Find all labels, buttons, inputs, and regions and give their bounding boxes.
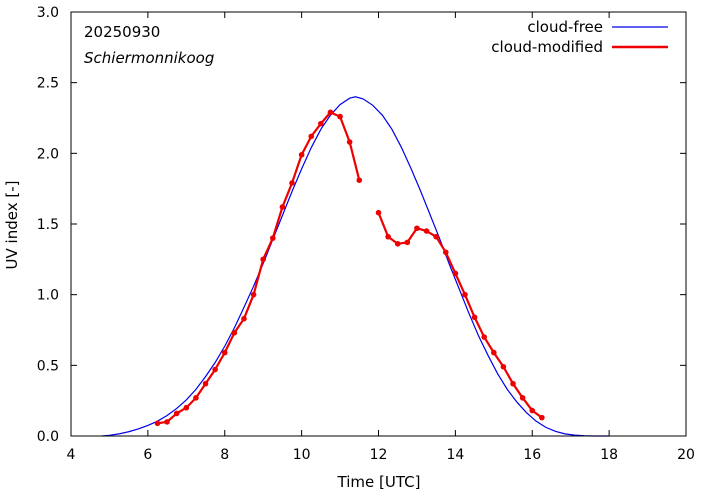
y-axis-label: UV index [-] (3, 181, 21, 270)
cloud-modified-point (500, 363, 507, 370)
x-tick-label: 10 (293, 447, 311, 463)
cloud-modified-point (404, 239, 411, 246)
cloud-modified-point (423, 228, 430, 234)
series-line-cloud-modified-segment-1 (157, 111, 361, 425)
cloud-modified-point (510, 380, 516, 387)
cloud-modified-point (279, 204, 286, 210)
cloud-modified-point (327, 109, 334, 116)
cloud-modified-point (173, 410, 180, 417)
cloud-modified-point (414, 225, 420, 232)
cloud-modified-point (356, 177, 363, 183)
x-tick-label: 8 (220, 447, 229, 463)
cloud-modified-point (539, 414, 545, 421)
y-tick-label: 2.0 (37, 146, 59, 162)
plot-frame (70, 11, 687, 437)
y-tick-label: 0.5 (37, 358, 59, 374)
cloud-modified-point (183, 404, 190, 411)
cloud-modified-point (346, 139, 353, 145)
cloud-modified-point (260, 256, 266, 263)
cloud-modified-point (250, 291, 257, 298)
y-tick-label: 1.5 (37, 217, 59, 233)
cloud-modified-point (318, 120, 324, 127)
x-tick-label: 16 (523, 447, 541, 463)
legend-label-cloud-modified: cloud-modified (491, 38, 603, 56)
x-tick-label: 6 (143, 447, 152, 463)
cloud-modified-point (289, 180, 295, 186)
cloud-modified-point (529, 407, 536, 414)
legend-label-cloud-free: cloud-free (527, 18, 603, 36)
cloud-modified-point (298, 151, 305, 158)
x-axis-label: Time [UTC] (337, 473, 421, 491)
cloud-modified-point (452, 270, 459, 277)
y-tick-label: 3.0 (37, 5, 59, 21)
cloud-modified-point (231, 330, 238, 336)
cloud-modified-point (154, 420, 161, 427)
cloud-modified-point (308, 133, 315, 140)
axis-ticks (70, 11, 687, 437)
cloud-modified-point (385, 233, 391, 240)
location-annotation: Schiermonnikoog (84, 49, 214, 67)
cloud-modified-point (212, 366, 218, 373)
x-tick-label: 4 (67, 447, 76, 463)
y-tick-label: 1.0 (37, 288, 59, 304)
cloud-modified-point (164, 419, 170, 425)
cloud-modified-point (337, 113, 343, 120)
cloud-modified-point (491, 349, 497, 356)
cloud-modified-point (519, 395, 526, 401)
series-line-cloud-free (101, 96, 610, 437)
plot-series (101, 96, 610, 437)
x-tick-label: 18 (600, 447, 618, 463)
tick-labels: 4 6 8 10 12 14 16 18 20 0.0 0.5 1.0 1.5 2.0 2.5 3.0 (37, 5, 695, 463)
date-annotation: 20250930 (84, 23, 160, 41)
series-line-cloud-modified-segment-2 (377, 212, 543, 419)
cloud-modified-point (433, 233, 439, 240)
cloud-modified-point (270, 235, 276, 241)
cloud-modified-point (375, 209, 382, 216)
cloud-modified-point (481, 334, 488, 340)
cloud-modified-point (202, 380, 209, 387)
y-tick-label: 2.5 (37, 76, 59, 92)
cloud-modified-point (221, 349, 228, 356)
cloud-modified-point (471, 314, 478, 321)
cloud-modified-point (241, 315, 247, 322)
y-tick-label: 0.0 (37, 429, 59, 445)
x-tick-label: 14 (446, 447, 464, 463)
cloud-modified-point (462, 291, 468, 298)
cloud-modified-point (394, 240, 401, 247)
cloud-modified-point (193, 395, 199, 401)
x-tick-label: 20 (677, 447, 695, 463)
cloud-modified-point (442, 249, 449, 256)
legend: cloud-free cloud-modified (491, 18, 668, 56)
x-tick-label: 12 (370, 447, 388, 463)
